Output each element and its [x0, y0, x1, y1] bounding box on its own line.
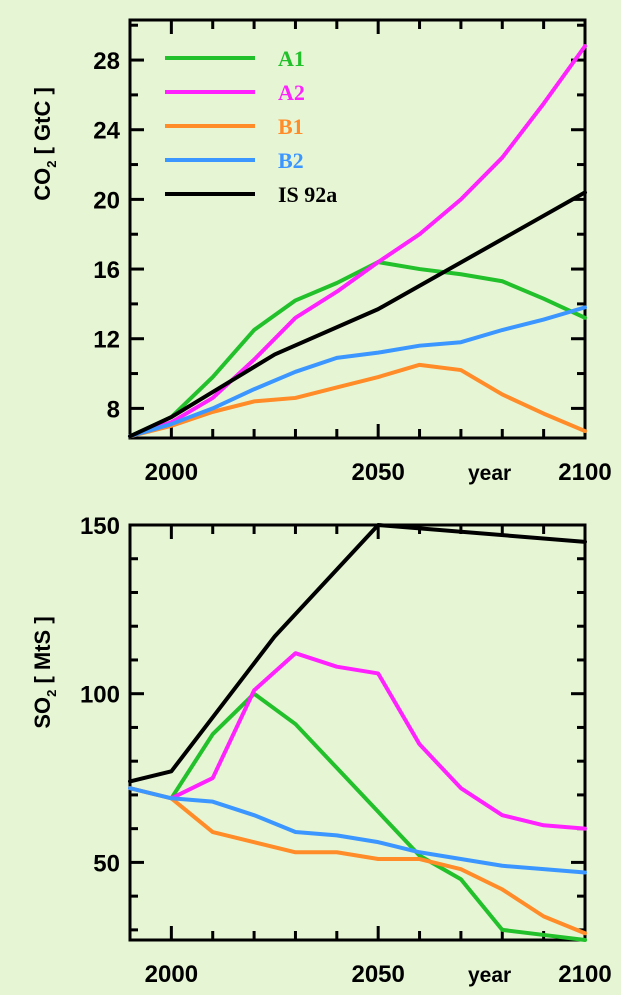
co2-series-line-b2 — [128, 305, 587, 439]
co2-x-tick-label: 2050 — [351, 459, 404, 486]
legend: A1 A2 B1 B2 IS 92a — [165, 46, 337, 207]
co2-y-tick-label: 28 — [93, 48, 120, 75]
co2-series-line-a1 — [128, 260, 587, 439]
so2-series-line-a2 — [169, 651, 587, 831]
legend-label: IS 92a — [278, 182, 337, 207]
co2-chart-panel: 2000 2050 2100 year 8 12 16 20 24 28 CO2 [ GtC ] A1… — [30, 18, 612, 486]
so2-x-tick-label: 2050 — [351, 961, 404, 988]
so2-x-unit-label: year — [468, 964, 511, 987]
legend-label: B1 — [278, 114, 304, 139]
so2-y-tick-label: 150 — [80, 513, 120, 540]
so2-plot-frame — [128, 523, 587, 942]
so2-x-tick-label: 2000 — [145, 961, 198, 988]
co2-series-line-is-92a — [128, 190, 587, 439]
co2-plot-frame — [128, 18, 587, 440]
so2-x-tick-label: 2100 — [558, 961, 611, 988]
so2-series-line-b1 — [128, 786, 587, 936]
co2-series-line-a2 — [128, 44, 587, 439]
so2-y-axis-title: SO2 [ MtS ] — [30, 616, 59, 728]
co2-y-tick-label: 8 — [107, 396, 120, 423]
so2-series-line-a1 — [169, 691, 587, 942]
so2-y-tick-label: 100 — [80, 682, 120, 709]
legend-label: B2 — [278, 148, 304, 173]
so2-series-line-is-92a — [128, 523, 587, 784]
co2-series-line-b1 — [128, 362, 587, 439]
so2-y-tick-label: 50 — [93, 850, 120, 877]
so2-chart-panel: 2000 2050 2100 year 50 100 150 SO2 [ MtS ] — [30, 513, 612, 988]
legend-label: A2 — [278, 80, 305, 105]
co2-x-tick-label: 2100 — [558, 459, 611, 486]
co2-y-tick-label: 20 — [93, 187, 120, 214]
co2-y-tick-label: 24 — [93, 118, 120, 145]
co2-y-tick-label: 16 — [93, 257, 120, 284]
co2-x-unit-label: year — [468, 462, 511, 485]
co2-y-tick-label: 12 — [93, 327, 120, 354]
so2-series-line-b2 — [128, 786, 587, 875]
co2-x-tick-label: 2000 — [145, 459, 198, 486]
legend-label: A1 — [278, 46, 305, 71]
co2-y-axis-title: CO2 [ GtC ] — [30, 87, 59, 201]
